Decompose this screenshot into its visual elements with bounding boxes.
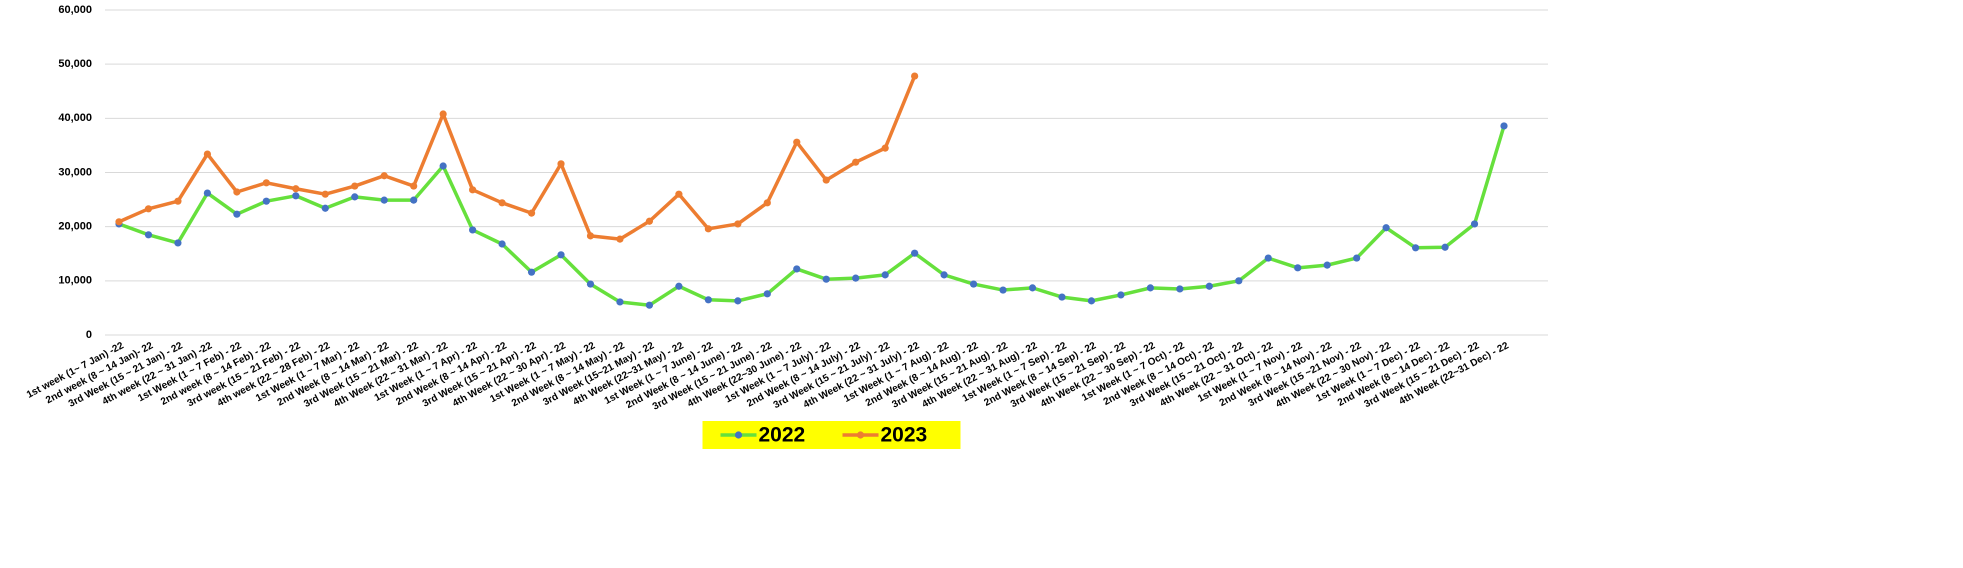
point [586, 280, 595, 288]
point [292, 192, 300, 200]
point [498, 199, 506, 207]
point [881, 144, 889, 152]
point [911, 249, 919, 257]
point [292, 185, 300, 193]
point [203, 189, 212, 197]
point [734, 220, 742, 228]
point [380, 196, 388, 204]
point [1411, 244, 1420, 252]
point [1117, 291, 1125, 299]
point [527, 268, 536, 276]
point [1470, 220, 1479, 228]
point [645, 217, 654, 225]
y-tick-label: 0 [86, 329, 92, 341]
legend-marker [734, 431, 743, 439]
point [439, 162, 447, 170]
series-line [118, 75, 917, 241]
point [616, 298, 624, 306]
point [881, 271, 889, 279]
point [321, 204, 329, 212]
point [174, 239, 182, 247]
point [852, 158, 860, 166]
legend-label: 2023 [881, 424, 928, 447]
legend-label: 2022 [759, 424, 806, 447]
point [1353, 254, 1361, 262]
point [469, 226, 477, 234]
point [527, 209, 536, 217]
point [1264, 254, 1272, 262]
point [439, 110, 447, 118]
point [203, 150, 212, 158]
point [645, 301, 654, 309]
point [351, 182, 359, 190]
point [469, 186, 477, 194]
point [262, 197, 270, 205]
point [1058, 293, 1066, 301]
point [233, 210, 241, 218]
point [1441, 243, 1449, 251]
point [999, 286, 1007, 294]
point [1235, 277, 1243, 285]
point [144, 205, 153, 213]
point [1323, 261, 1331, 269]
point [1146, 284, 1154, 292]
point [1382, 224, 1390, 232]
point [557, 251, 565, 259]
point [704, 225, 712, 233]
point [557, 160, 565, 168]
point [115, 218, 123, 226]
point [675, 190, 683, 198]
legend-marker [856, 431, 865, 439]
y-tick-label: 40,000 [58, 112, 92, 124]
point [586, 232, 595, 240]
point [1500, 122, 1508, 130]
point [675, 282, 683, 290]
point [1087, 297, 1096, 305]
point [704, 296, 712, 304]
y-tick-label: 30,000 [58, 166, 92, 178]
point [498, 240, 506, 248]
point [262, 179, 270, 187]
point [911, 72, 919, 80]
point [351, 193, 359, 201]
point [174, 197, 182, 205]
point [969, 280, 978, 288]
point [763, 290, 771, 298]
point [410, 182, 418, 190]
point [410, 196, 418, 204]
point [321, 190, 329, 198]
point [763, 199, 771, 207]
point [793, 265, 801, 273]
point [233, 188, 241, 196]
point [734, 297, 742, 305]
point [380, 172, 388, 180]
point [822, 275, 830, 283]
y-tick-label: 60,000 [58, 4, 92, 16]
y-tick-label: 50,000 [58, 58, 92, 70]
point [822, 176, 830, 184]
point [1205, 282, 1213, 290]
y-tick-label: 20,000 [58, 221, 92, 233]
y-tick-label: 10,000 [58, 275, 92, 287]
point [616, 235, 624, 243]
point [1028, 284, 1037, 292]
series-line [118, 125, 1506, 307]
point [940, 271, 948, 279]
point [1294, 264, 1302, 272]
point [144, 231, 153, 239]
point [1176, 285, 1184, 293]
point [852, 274, 860, 282]
point [793, 138, 801, 146]
